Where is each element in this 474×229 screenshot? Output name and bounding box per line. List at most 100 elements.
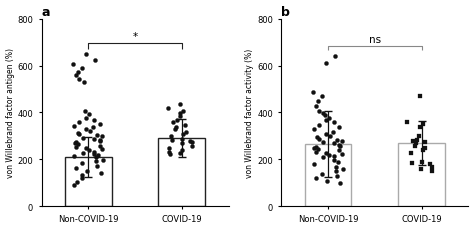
Point xyxy=(316,123,323,127)
Point xyxy=(79,151,87,155)
Bar xyxy=(398,143,445,206)
Point xyxy=(318,172,325,176)
Point xyxy=(82,53,90,57)
Point xyxy=(331,55,338,58)
Point xyxy=(409,162,416,165)
Point xyxy=(90,125,97,129)
Point xyxy=(418,161,426,164)
Point xyxy=(96,139,103,142)
Point xyxy=(310,147,318,150)
Text: a: a xyxy=(42,5,50,19)
Point xyxy=(337,182,344,185)
Point xyxy=(74,143,82,147)
Point xyxy=(321,114,329,117)
Point xyxy=(323,179,330,183)
Point xyxy=(330,121,337,125)
Point xyxy=(428,170,436,174)
Point xyxy=(90,137,98,141)
Point xyxy=(338,153,346,156)
Y-axis label: von Willebrand factor activity (%): von Willebrand factor activity (%) xyxy=(246,49,255,177)
Point xyxy=(91,59,99,62)
Point xyxy=(96,122,103,126)
Point xyxy=(178,142,185,146)
Point xyxy=(330,158,337,162)
Point xyxy=(418,168,425,171)
Point xyxy=(330,155,337,159)
Point xyxy=(314,100,321,104)
Point xyxy=(409,139,417,143)
Point xyxy=(75,78,83,82)
Point xyxy=(322,62,329,65)
Point xyxy=(99,158,107,162)
Point xyxy=(322,119,329,122)
Point xyxy=(97,171,104,175)
Point xyxy=(74,71,82,75)
Point xyxy=(176,115,183,119)
Point xyxy=(416,135,423,139)
Point xyxy=(165,147,173,150)
Point xyxy=(82,116,90,120)
Point xyxy=(319,95,326,99)
Point xyxy=(82,147,90,150)
Point xyxy=(85,149,93,153)
Point xyxy=(413,138,420,142)
Point xyxy=(329,130,337,134)
Point xyxy=(333,139,341,142)
Point xyxy=(421,147,429,150)
Bar xyxy=(158,139,205,206)
Point xyxy=(421,141,429,144)
Point xyxy=(310,128,318,131)
Point xyxy=(313,136,321,140)
Point xyxy=(326,116,333,120)
Point xyxy=(310,163,318,166)
Point xyxy=(419,149,426,153)
Point xyxy=(310,90,317,94)
Bar xyxy=(65,157,112,206)
Point xyxy=(74,131,82,135)
Point xyxy=(169,121,177,125)
Point xyxy=(82,128,90,131)
Point xyxy=(332,170,339,174)
Point xyxy=(93,164,101,168)
Point xyxy=(176,112,184,115)
Point xyxy=(336,125,343,129)
Point xyxy=(339,168,346,171)
Point xyxy=(182,130,189,134)
Point xyxy=(322,133,329,136)
Point xyxy=(99,135,106,139)
Point xyxy=(78,177,86,180)
Point xyxy=(182,123,189,127)
Point xyxy=(325,153,333,157)
Bar xyxy=(305,144,352,206)
Point xyxy=(86,113,93,117)
Point xyxy=(407,151,415,155)
Point xyxy=(411,144,419,148)
Point xyxy=(173,119,181,122)
Point xyxy=(319,156,327,160)
Point xyxy=(94,153,102,157)
Point xyxy=(92,156,100,160)
Point xyxy=(176,102,184,106)
Point xyxy=(179,133,187,136)
Point xyxy=(404,121,411,125)
Y-axis label: von Willebrand factor antigen (%): von Willebrand factor antigen (%) xyxy=(6,48,15,178)
Point xyxy=(187,139,194,143)
Point xyxy=(80,81,88,85)
Point xyxy=(319,112,327,115)
Point xyxy=(427,163,434,166)
Point xyxy=(82,109,89,113)
Point xyxy=(416,125,423,129)
Point xyxy=(189,144,196,148)
Point xyxy=(70,183,78,187)
Point xyxy=(176,151,183,155)
Point xyxy=(70,63,77,66)
Point xyxy=(164,107,172,111)
Point xyxy=(338,139,346,143)
Point xyxy=(92,159,100,163)
Point xyxy=(79,67,86,71)
Text: *: * xyxy=(133,32,137,42)
Point xyxy=(169,139,176,142)
Point xyxy=(96,144,103,148)
Point xyxy=(79,136,87,140)
Point xyxy=(90,153,98,156)
